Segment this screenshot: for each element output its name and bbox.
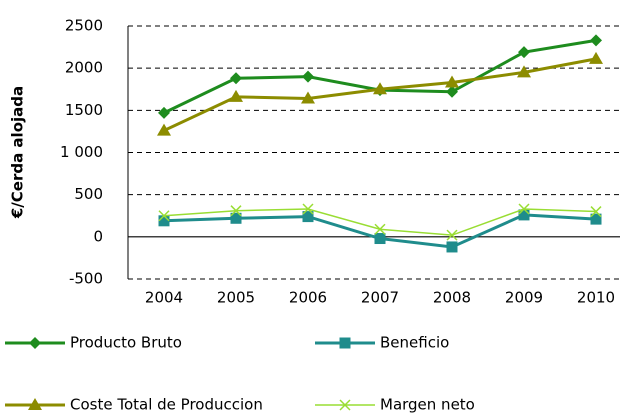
- data-point: [446, 241, 458, 253]
- data-point: [302, 70, 314, 83]
- data-point: [518, 203, 530, 215]
- data-point: [590, 206, 602, 218]
- data-point: [302, 203, 314, 215]
- x-tick-label: 2008: [433, 289, 471, 307]
- data-point: [229, 89, 243, 102]
- x-tick-label: 2005: [217, 289, 255, 307]
- x-tick-label: 2004: [145, 289, 183, 307]
- data-point: [517, 65, 531, 78]
- series-line: [163, 38, 597, 115]
- legend-label: Margen neto: [380, 396, 475, 414]
- x-tick-label: 2007: [361, 289, 399, 307]
- data-point: [157, 123, 171, 136]
- data-point: [158, 210, 170, 222]
- y-tick-label: 2500: [65, 17, 103, 35]
- y-axis-label: €/Cerda alojada: [9, 86, 27, 219]
- y-tick-label: 0: [93, 227, 103, 245]
- data-point: [446, 229, 458, 241]
- y-tick-label: 1 000: [60, 143, 103, 161]
- data-point: [301, 91, 315, 104]
- data-point: [373, 82, 387, 95]
- y-tick-label: 2000: [65, 59, 103, 77]
- series-line: [163, 208, 597, 236]
- data-point: [518, 209, 530, 221]
- data-point: [158, 106, 170, 119]
- legend-label: Coste Total de Produccion: [70, 396, 263, 414]
- y-tick-label: -500: [69, 270, 103, 288]
- legend-label: Producto Bruto: [70, 334, 182, 352]
- x-tick-label: 2006: [289, 289, 327, 307]
- data-point: [230, 72, 242, 85]
- legend-marker: [28, 398, 42, 410]
- data-point: [589, 51, 603, 64]
- y-tick-label: 500: [74, 185, 103, 203]
- data-point: [230, 212, 242, 224]
- data-point: [445, 75, 459, 88]
- legend-marker: [29, 337, 41, 349]
- data-point: [590, 213, 602, 225]
- data-point: [446, 85, 458, 98]
- legend-marker: [339, 337, 351, 349]
- data-point: [518, 46, 530, 59]
- data-point: [302, 211, 314, 223]
- data-point: [590, 34, 602, 47]
- legend-label: Beneficio: [380, 334, 449, 352]
- data-point: [230, 205, 242, 217]
- x-tick-label: 2009: [505, 289, 543, 307]
- legend-marker: [339, 399, 351, 411]
- x-tick-label: 2010: [577, 289, 615, 307]
- y-tick-label: 1500: [65, 101, 103, 119]
- data-point: [374, 233, 386, 245]
- data-point: [374, 223, 386, 235]
- data-point: [158, 215, 170, 227]
